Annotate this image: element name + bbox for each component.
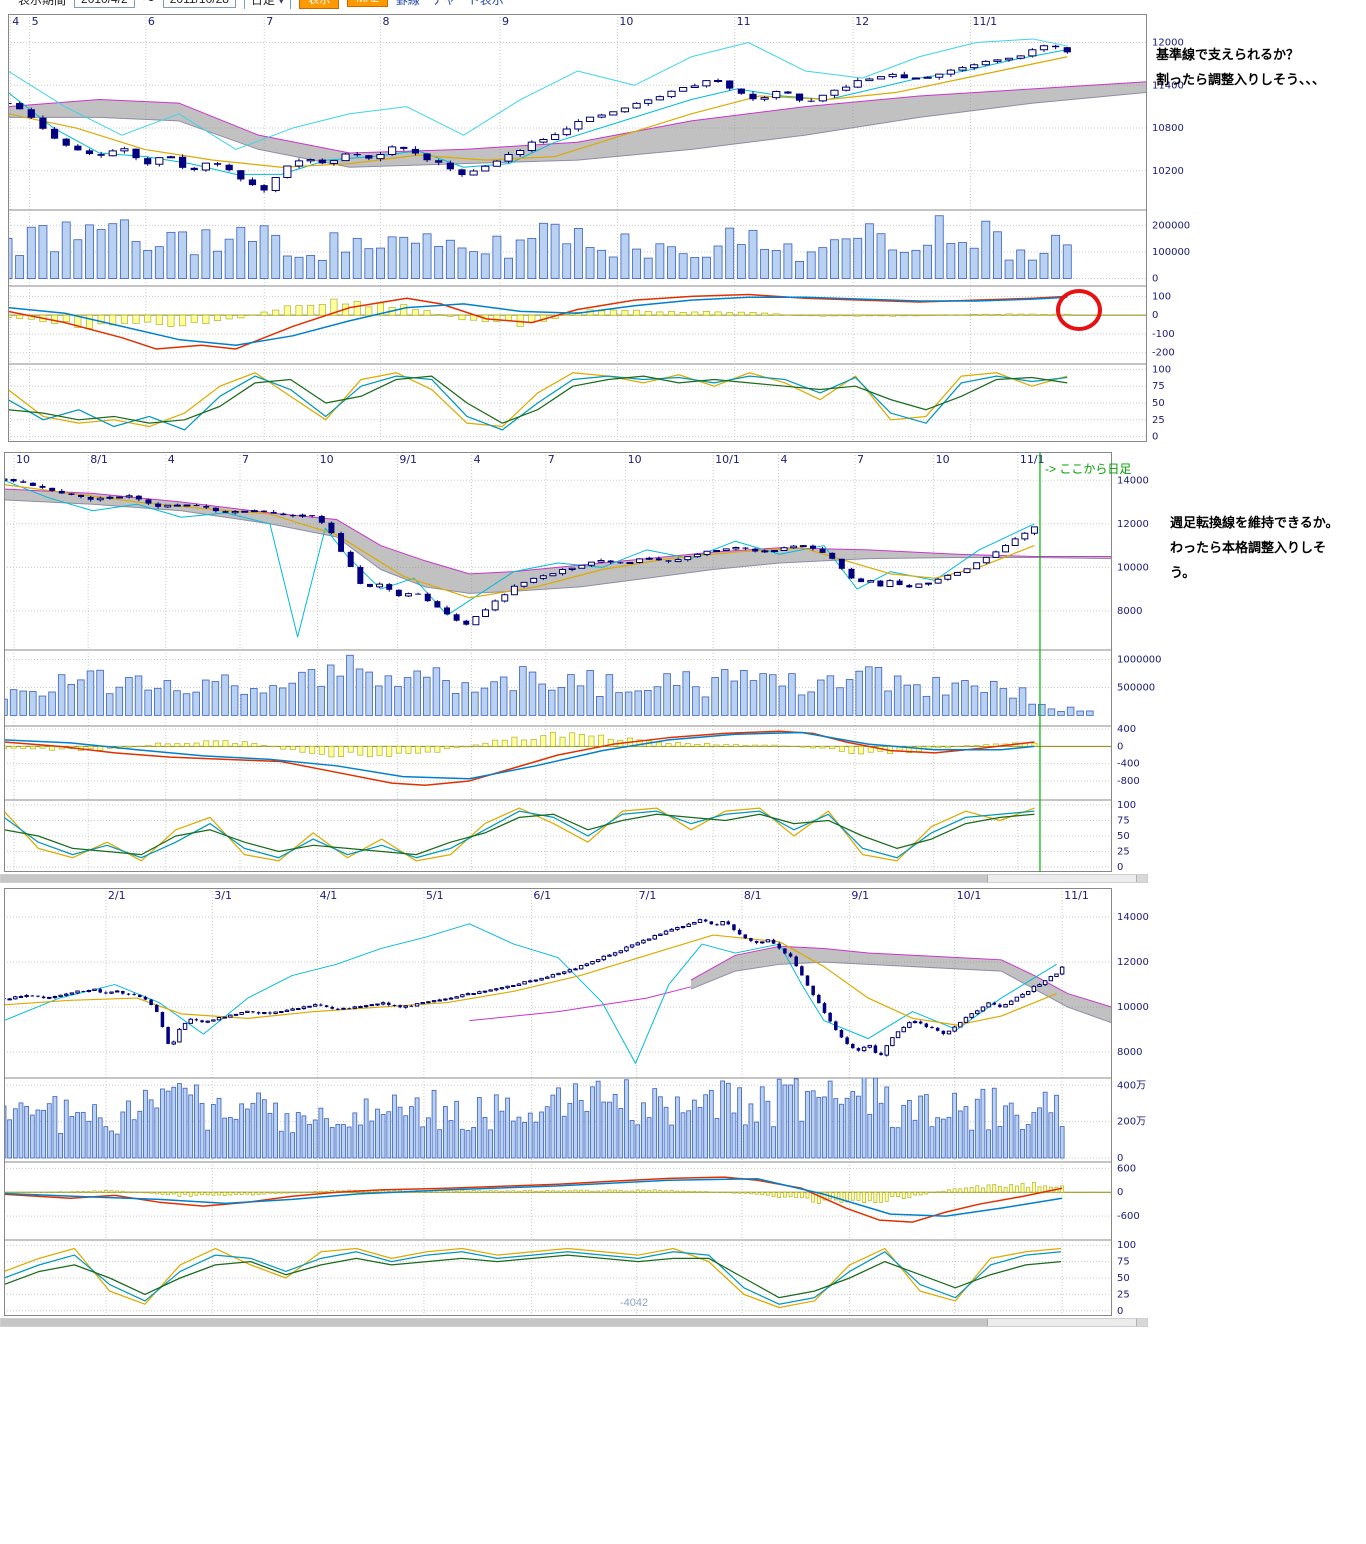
daily-chart[interactable] (4, 888, 1168, 1316)
toolbar: 表示期間 2010/4/2 ～ 2011/10/28 日足 表示 MA2 罫線 … (0, 0, 1366, 9)
chart3-horizontal-scrollbar[interactable] (0, 1318, 1148, 1327)
chart2-annotation-line2: わったら本格調整入りしそ (1170, 540, 1327, 555)
interval-select[interactable]: 日足 (243, 0, 292, 9)
chart2-annotation-line3: う。 (1170, 565, 1196, 580)
chart3-scrollbar-thumb[interactable] (1, 1319, 988, 1326)
date-from-field[interactable]: 2010/4/2 (74, 0, 135, 8)
period-label: 表示期間 (18, 0, 66, 8)
chart2-annotation: 週足転換線を維持できるか。 わったら本格調整入りしそ う。 (1170, 510, 1338, 585)
chart2-annotation-line1: 週足転換線を維持できるか。 (1170, 515, 1339, 530)
toolbar-button-1[interactable]: 表示 (299, 0, 340, 9)
chart1-annotation-line1: 基準線で支えられるか？ (1156, 47, 1300, 62)
daily-start-marker-label: -> ここから日足 (1045, 462, 1132, 476)
macd-highlight-circle-annotation (1056, 289, 1102, 331)
value-readout: -4042 (620, 1297, 649, 1309)
date-to-field[interactable]: 2011/10/28 (162, 0, 236, 8)
weekly-chart[interactable] (4, 452, 1168, 872)
chart1-annotation-line2: 割ったら調整入りしそう、、、 (1156, 72, 1326, 87)
date-separator: ～ (143, 0, 155, 8)
toolbar-button-2[interactable]: MA2 (347, 0, 388, 7)
chart3-scrollbar-arrow-icon[interactable] (1136, 1319, 1147, 1326)
toolbar-options-text: 罫線 チャート表示 (396, 0, 504, 8)
chart2-scrollbar-arrow-icon[interactable] (1136, 875, 1147, 882)
chart2-horizontal-scrollbar[interactable] (0, 874, 1148, 883)
chart1-annotation: 基準線で支えられるか？ 割ったら調整入りしそう、、、 (1156, 42, 1325, 92)
long-term-weekly-chart[interactable] (8, 14, 1198, 442)
chart2-scrollbar-thumb[interactable] (1, 875, 988, 882)
